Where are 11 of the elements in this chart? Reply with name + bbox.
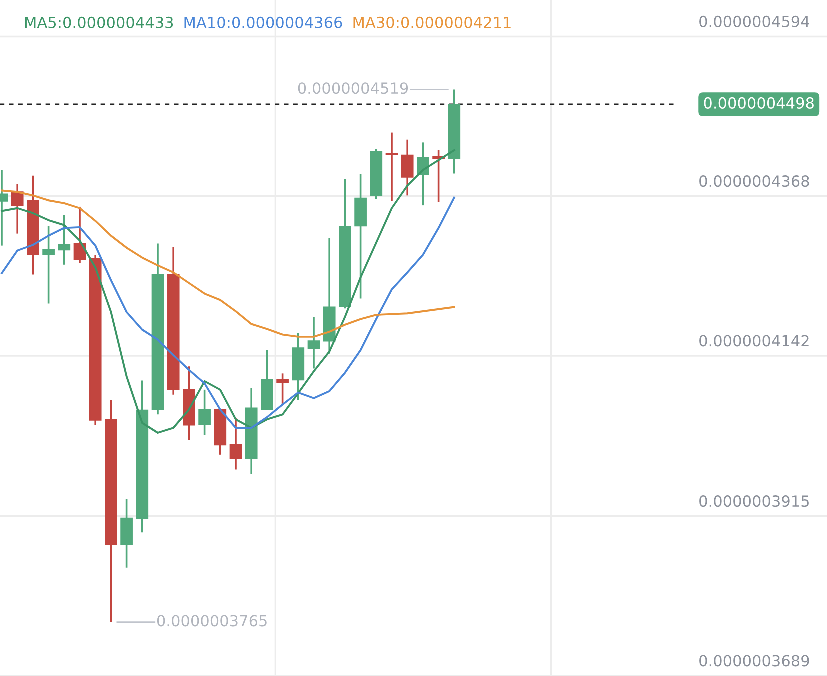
y-tick-label: 0.0000003689	[700, 655, 810, 667]
y-tick-label: 0.0000004368	[700, 176, 810, 188]
ref-line-label: 0.0000004498	[704, 97, 814, 109]
annotation: 0.0000003765	[157, 615, 267, 627]
text: MA10:0.0000004366	[184, 16, 342, 28]
y-tick-label: 0.0000004594	[700, 16, 810, 28]
text: MA30:0.0000004211	[354, 16, 511, 28]
y-tick-label: 0.0000004142	[700, 335, 809, 347]
y-tick-label: 0.0000003915	[700, 496, 809, 508]
annotation: 0.0000004519	[298, 82, 408, 94]
text: MA5:0.0000004433	[26, 16, 174, 28]
